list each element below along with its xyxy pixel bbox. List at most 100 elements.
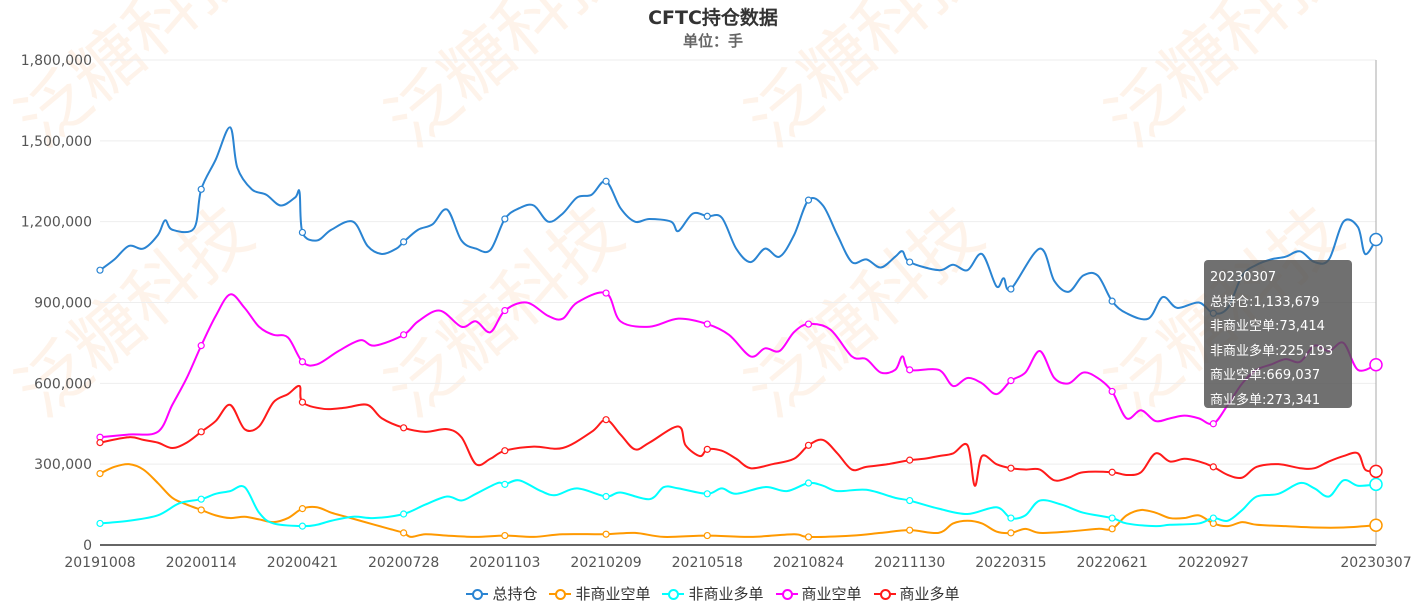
data-point-marker <box>906 496 914 505</box>
y-tick-label: 300,000 <box>34 457 92 473</box>
y-tick-label: 0 <box>83 538 92 554</box>
data-point-marker <box>1007 464 1015 472</box>
data-point-marker <box>400 529 408 537</box>
data-point-marker <box>197 185 205 193</box>
data-point-marker <box>298 522 307 530</box>
legend-item-comm-long[interactable]: 商业多单 <box>873 583 960 604</box>
legend-item-comm-short[interactable]: 商业空单 <box>775 583 862 604</box>
data-point-marker <box>906 456 914 464</box>
data-point-marker <box>906 366 914 374</box>
series-line-2 <box>99 479 1377 528</box>
data-point-marker <box>602 289 610 297</box>
data-point-marker <box>400 424 408 432</box>
x-tick-label: 20210209 <box>570 555 641 571</box>
data-point-marker <box>1007 377 1015 385</box>
x-tick-label: 20210518 <box>672 555 743 571</box>
data-point-marker <box>197 342 205 350</box>
legend-line-circle-icon <box>549 587 572 601</box>
highlighted-point <box>1369 232 1383 247</box>
data-point-marker <box>602 177 610 185</box>
highlighted-point <box>1369 518 1383 532</box>
data-point-marker <box>1007 285 1015 293</box>
highlighted-point <box>1369 477 1383 492</box>
x-tick-label: 20191008 <box>64 555 135 571</box>
data-point-marker <box>197 495 205 503</box>
data-point-marker <box>703 531 711 540</box>
data-point-marker <box>804 479 813 487</box>
data-point-marker <box>197 428 205 436</box>
series-line-1 <box>99 463 1377 538</box>
data-point-marker <box>804 441 813 449</box>
data-point-marker <box>501 480 509 488</box>
data-point-marker <box>1209 514 1217 522</box>
data-point-marker <box>298 505 307 513</box>
data-point-marker <box>703 320 711 328</box>
data-point-marker <box>1108 514 1116 522</box>
data-point-marker <box>703 212 711 220</box>
legend-item-noncomm-short[interactable]: 非商业空单 <box>549 583 650 604</box>
data-point-marker <box>96 439 104 447</box>
highlighted-point <box>1369 357 1383 372</box>
data-point-marker <box>602 530 610 538</box>
legend-label: 非商业多单 <box>688 585 764 603</box>
data-point-marker <box>298 398 307 406</box>
tooltip-line: 商业空单:669,037 <box>1210 368 1321 383</box>
legend-label: 总持仓 <box>492 585 538 603</box>
legend-line-circle-icon <box>775 587 798 601</box>
data-point-marker <box>1007 529 1015 537</box>
data-point-marker <box>96 519 104 528</box>
data-point-marker <box>1108 468 1116 476</box>
data-point-marker <box>501 447 509 455</box>
x-tick-label: 20220315 <box>975 555 1046 571</box>
tooltip-line: 商业多单:273,341 <box>1210 392 1321 408</box>
data-point-marker <box>1108 387 1116 396</box>
chart-subtitle: 单位：手 <box>682 32 743 50</box>
x-tick-label: 20220927 <box>1178 555 1249 571</box>
x-tick-label: 20230307 <box>1340 555 1411 571</box>
data-point-marker <box>1209 463 1217 471</box>
y-tick-label: 1,200,000 <box>21 215 92 231</box>
data-point-marker <box>1007 514 1015 522</box>
data-point-marker <box>1108 525 1116 533</box>
data-point-marker <box>501 306 509 315</box>
data-point-marker <box>501 215 509 223</box>
x-tick-label: 20210824 <box>773 555 844 571</box>
tooltip-date: 20230307 <box>1210 270 1277 285</box>
data-point-marker <box>96 469 104 478</box>
y-tick-label: 1,800,000 <box>21 53 92 69</box>
legend-item-total[interactable]: 总持仓 <box>466 583 537 604</box>
data-point-marker <box>298 228 307 237</box>
legend-label: 非商业空单 <box>575 585 651 603</box>
data-point-marker <box>703 445 711 453</box>
data-point-marker <box>703 490 711 498</box>
legend-line-circle-icon <box>466 587 489 601</box>
legend-item-noncomm-long[interactable]: 非商业多单 <box>662 583 764 604</box>
data-point-marker <box>96 266 104 274</box>
tooltip-line: 总持仓:1,133,679 <box>1210 294 1320 310</box>
x-tick-label: 20200728 <box>368 555 439 571</box>
data-point-marker <box>400 510 408 518</box>
tooltip: 20230307 总持仓:1,133,679 非商业空单:73,414 非商业多… <box>1204 260 1352 408</box>
y-tick-label: 600,000 <box>34 376 92 392</box>
legend: 总持仓 非商业空单 非商业多单 商业空单 商业多单 <box>0 583 1426 604</box>
legend-label: 商业空单 <box>801 585 862 603</box>
y-tick-label: 1,500,000 <box>21 134 92 150</box>
data-point-marker <box>1108 297 1116 305</box>
data-point-marker <box>804 533 813 541</box>
series-line-0 <box>99 126 1377 321</box>
x-tick-label: 20201103 <box>469 555 540 571</box>
x-tick-label: 20211130 <box>874 555 945 571</box>
data-point-marker <box>400 238 408 246</box>
series-line-4 <box>99 384 1377 487</box>
chart-title: CFTC持仓数据 <box>648 7 778 29</box>
x-tick-label: 20220621 <box>1076 555 1147 571</box>
data-point-marker <box>602 492 610 501</box>
data-point-marker <box>602 416 610 424</box>
data-point-marker <box>1209 420 1217 428</box>
x-tick-label: 20200114 <box>166 555 237 571</box>
highlighted-point <box>1369 464 1383 479</box>
y-tick-label: 900,000 <box>34 296 92 312</box>
tooltip-line: 非商业多单:225,193 <box>1210 343 1334 359</box>
data-point-marker <box>804 196 813 204</box>
x-tick-label: 20200421 <box>267 555 338 571</box>
